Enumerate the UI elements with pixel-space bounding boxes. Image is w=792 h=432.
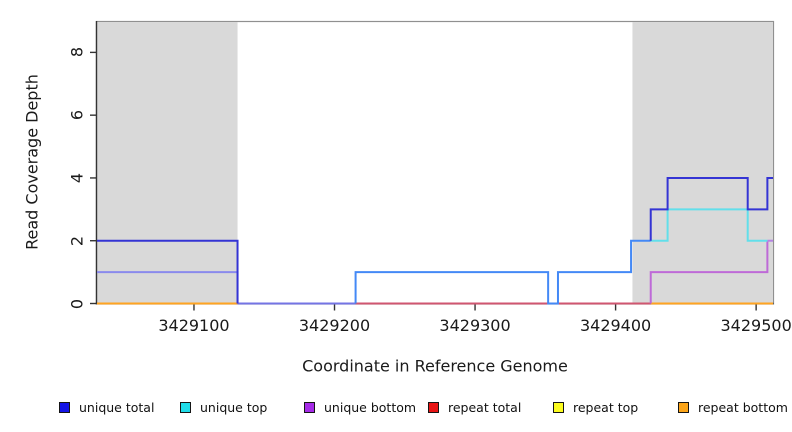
y-tick-label: 4 (67, 172, 87, 184)
y-axis-title: Read Coverage Depth (22, 74, 42, 250)
coverage-line-cyan-right (650, 208, 768, 242)
y-tick-label: 0 (67, 298, 87, 309)
legend-item-unique-top: unique top (180, 400, 267, 415)
y-tick-label: 6 (67, 110, 87, 121)
legend-label: repeat top (573, 400, 639, 415)
legend-label: repeat bottom (698, 400, 788, 415)
x-tick-label: 3429200 (298, 316, 371, 335)
legend-label: unique bottom (324, 400, 417, 415)
y-tick-label: 8 (67, 47, 87, 58)
legend-item-repeat-bottom: repeat bottom (678, 400, 788, 415)
legend-swatch-unique-total (59, 402, 70, 413)
y-tick-label: 2 (67, 235, 87, 246)
x-tick-label: 3429300 (439, 316, 511, 335)
legend-item-unique-total: unique total (59, 400, 154, 415)
x-axis-title: Coordinate in Reference Genome (302, 356, 568, 376)
repeat-region-shading (97, 22, 238, 304)
repeat-region-shading (632, 22, 773, 304)
x-tick-label: 3429100 (158, 316, 230, 335)
legend-swatch-unique-bottom (304, 402, 315, 413)
legend-swatch-repeat-top (553, 402, 564, 413)
legend-item-repeat-top: repeat top (553, 400, 638, 415)
legend-label: unique top (200, 400, 268, 415)
legend-label: repeat total (448, 400, 522, 415)
x-tick-label: 3429400 (579, 316, 652, 335)
legend-swatch-repeat-total (428, 402, 439, 413)
legend-item-repeat-total: repeat total (428, 400, 521, 415)
legend-label: unique total (79, 400, 155, 415)
coverage-line-navy-left (97, 239, 239, 304)
legend-swatch-unique-top (180, 402, 191, 413)
legend-item-unique-bottom: unique bottom (304, 400, 416, 415)
coverage-line-navy-right (649, 176, 773, 241)
legend-swatch-repeat-bottom (678, 402, 689, 413)
coverage-line-azure-mid (354, 239, 651, 305)
x-tick-label: 3429500 (720, 316, 792, 335)
coverage-line-purple-right (649, 240, 769, 304)
